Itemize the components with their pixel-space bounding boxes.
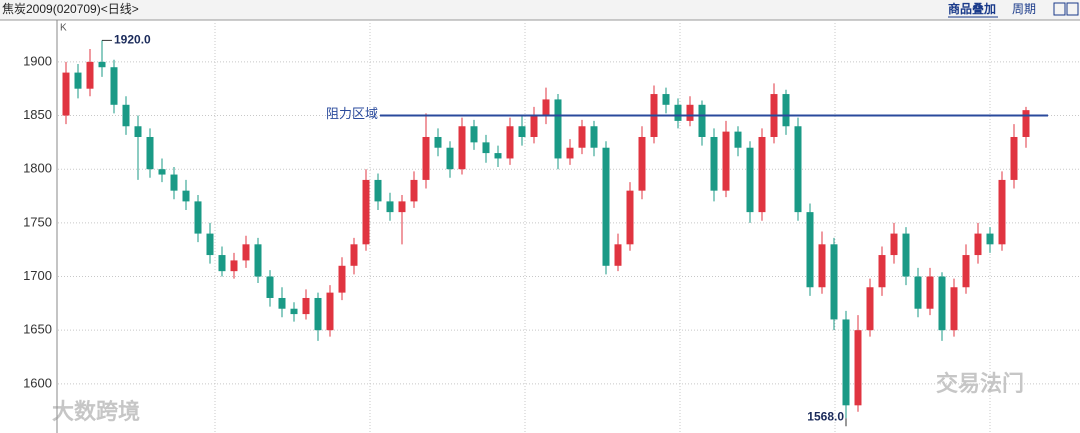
candle-body [266,276,274,298]
y-tick-label: 1850 [23,107,52,122]
candle-body [602,147,610,266]
candle-body [146,136,154,170]
candle-body [818,244,826,288]
candle-body [74,72,82,89]
candle-body [566,147,574,159]
y-tick-label: 1600 [23,375,52,390]
candle-body [170,174,178,191]
candle-body [158,169,166,175]
candle-body [326,292,334,331]
candle-body [122,104,130,127]
candle-body [986,233,994,245]
annotation-label: 1568.0 [807,409,844,423]
watermark: 大数跨境 [52,399,140,424]
candle-body [362,179,370,245]
candle-body [1010,136,1018,180]
candle-body [458,126,466,170]
candle-body [194,201,202,234]
watermark: 交易法门 [936,371,1024,396]
candle-body [482,142,490,154]
candle-body [590,126,598,148]
candle-body [842,319,850,406]
icon-left[interactable] [1053,2,1066,16]
header-title: 焦炭2009(020709)<日线> [2,2,139,16]
candle-body [914,276,922,309]
candle-body [902,233,910,277]
candle-body [98,61,106,68]
candle-body [290,308,298,315]
candle-body [422,136,430,180]
candle-body [638,136,646,191]
candle-body [470,126,478,143]
candle-body [386,201,394,213]
candle-body [614,244,622,266]
candle-body [1022,110,1030,137]
candle-body [974,233,982,256]
candle-body [734,131,742,148]
candle-body [554,99,562,159]
candle-body [758,136,766,213]
candle-body [830,244,838,320]
candle-body [698,104,706,137]
header-bar [0,0,1080,20]
candle-body [446,147,454,170]
candle-body [374,179,382,202]
candle-body [998,179,1006,245]
candle-body [86,61,94,89]
candle-body [314,297,322,331]
candle-body [662,94,670,105]
period-button[interactable]: 周期 [1012,2,1036,16]
candle-body [206,233,214,256]
candle-body [878,255,886,288]
candle-body [542,99,550,116]
candle-body [686,104,694,121]
candle-body [866,287,874,331]
y-tick-label: 1650 [23,322,52,337]
candle-body [410,179,418,202]
panel-label: K [60,23,67,34]
overlay-button[interactable]: 商品叠加 [948,1,996,16]
candle-body [278,297,286,309]
candle-body [506,126,514,159]
candle-body [302,297,310,315]
candle-body [674,104,682,121]
candle-body [494,153,502,159]
candle-body [890,233,898,256]
candle-body [710,136,718,191]
y-tick-label: 1700 [23,268,52,283]
y-tick-label: 1800 [23,161,52,176]
candle-body [854,330,862,406]
resistance-label: 阻力区域 [326,106,378,121]
candle-body [350,244,358,266]
candle-body [242,244,250,261]
y-tick-label: 1750 [23,214,52,229]
candle-body [134,126,142,137]
candle-body [926,276,934,309]
candle-body [62,72,70,116]
candle-body [338,265,346,293]
candle-body [962,255,970,288]
candle-body [794,126,802,213]
candle-body [806,212,814,288]
candle-body [218,255,226,272]
candle-body [782,94,790,127]
candle-body [950,287,958,331]
candle-body [722,131,730,191]
candle-body [230,260,238,272]
icon-right[interactable] [1066,2,1079,16]
candle-body [110,67,118,105]
candle-body [626,190,634,245]
candle-body [434,136,442,148]
candle-body [398,201,406,213]
annotation-label: 1920.0 [114,33,151,47]
candle-body [746,147,754,213]
candle-body [578,126,586,148]
candle-body [938,276,946,331]
candle-body [530,115,538,137]
candle-body [254,244,262,277]
candle-body [182,190,190,202]
candle-body [518,126,526,137]
y-tick-label: 1900 [23,53,52,68]
